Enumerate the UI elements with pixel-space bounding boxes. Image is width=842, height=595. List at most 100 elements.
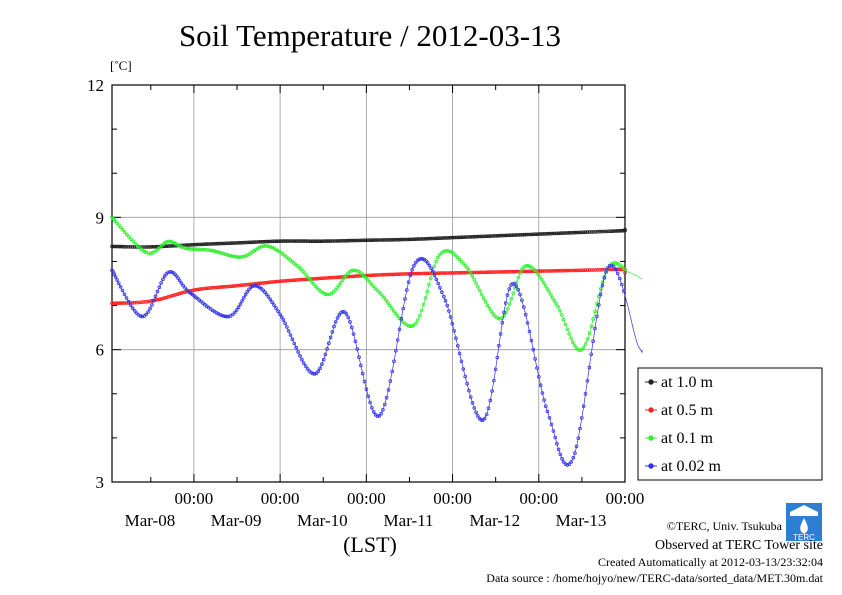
data-point: [328, 335, 333, 340]
data-point: [351, 332, 356, 336]
data-point: [606, 229, 610, 234]
data-point: [243, 254, 248, 258]
data-point: [484, 412, 489, 417]
data-point: [315, 276, 320, 281]
data-point: [434, 259, 438, 264]
data-point: [506, 269, 511, 274]
data-point: [339, 239, 344, 243]
plot-border: [111, 84, 626, 483]
data-point: [536, 232, 541, 236]
data-point: [572, 343, 577, 348]
data-point: [533, 232, 537, 237]
data-point: [569, 460, 573, 464]
data-point: [468, 395, 473, 399]
data-point: [268, 245, 273, 249]
data-point: [450, 271, 455, 275]
data-point: [524, 232, 528, 237]
data-point: [497, 343, 501, 348]
data-point: [553, 435, 557, 440]
data-point: [220, 241, 225, 246]
data-point: [113, 274, 118, 279]
data-point: [591, 268, 596, 272]
data-point: [369, 282, 374, 286]
data-point: [547, 290, 551, 294]
data-point: [183, 246, 188, 251]
source-text: Data source : /home/hojyo/new/TERC-data/…: [486, 571, 823, 585]
data-point: [285, 325, 289, 329]
data-point: [418, 237, 423, 241]
data-point: [133, 241, 138, 246]
data-point: [450, 235, 455, 240]
data-point: [154, 244, 158, 249]
x-tick-time: 00:00: [606, 489, 645, 508]
data-point: [230, 254, 235, 259]
data-point: [216, 311, 221, 316]
data-point: [289, 278, 293, 283]
data-point: [370, 405, 374, 410]
data-point: [294, 278, 299, 282]
data-point: [168, 244, 173, 248]
data-point: [605, 266, 610, 270]
data-point: [135, 243, 140, 248]
legend-swatch-marker: [648, 435, 654, 441]
data-point: [193, 287, 198, 292]
data-point: [466, 235, 471, 239]
data-point: [551, 231, 555, 236]
data-point: [219, 285, 223, 289]
data-point: [382, 296, 387, 300]
data-point: [475, 414, 480, 418]
data-point: [298, 239, 302, 243]
data-point: [434, 277, 439, 282]
data-point: [355, 347, 360, 351]
data-point: [377, 413, 382, 418]
data-point: [197, 242, 202, 247]
data-point: [296, 239, 300, 243]
data-point: [540, 269, 545, 273]
data-point: [301, 239, 306, 243]
data-point: [439, 236, 444, 240]
data-point: [459, 259, 464, 264]
data-point: [161, 296, 165, 301]
data-point: [543, 404, 548, 409]
x-tick-time: 00:00: [347, 489, 386, 508]
data-point: [186, 246, 191, 251]
legend-label: at 1.0 m: [661, 374, 714, 391]
data-point: [504, 233, 509, 238]
data-point: [176, 276, 180, 280]
data-point: [583, 342, 588, 346]
data-point: [208, 286, 212, 290]
data-point: [117, 244, 122, 249]
data-point: [139, 300, 143, 305]
data-point: [622, 267, 627, 272]
data-point: [388, 379, 393, 383]
data-point: [261, 244, 266, 248]
y-tick-label: 12: [87, 76, 104, 95]
data-point: [492, 378, 496, 383]
data-point: [454, 336, 458, 341]
data-point: [561, 317, 566, 322]
data-point: [309, 280, 314, 284]
data-point: [221, 314, 226, 318]
data-point: [578, 268, 582, 273]
data-point: [423, 271, 428, 276]
data-point: [157, 297, 162, 302]
data-point: [416, 271, 421, 276]
data-point: [326, 341, 331, 346]
data-point: [443, 298, 448, 303]
data-point: [210, 285, 214, 290]
data-point: [239, 255, 244, 259]
data-point: [430, 269, 435, 274]
data-point: [247, 282, 252, 287]
data-point: [265, 239, 270, 244]
data-point: [398, 272, 403, 276]
data-point: [587, 268, 592, 272]
data-point: [395, 338, 400, 342]
data-point: [225, 314, 229, 319]
data-point: [323, 276, 327, 280]
data-point: [583, 230, 588, 235]
data-point: [135, 300, 139, 305]
data-point: [269, 280, 273, 284]
data-point: [371, 238, 376, 242]
data-point: [585, 230, 590, 234]
data-point: [260, 281, 265, 285]
